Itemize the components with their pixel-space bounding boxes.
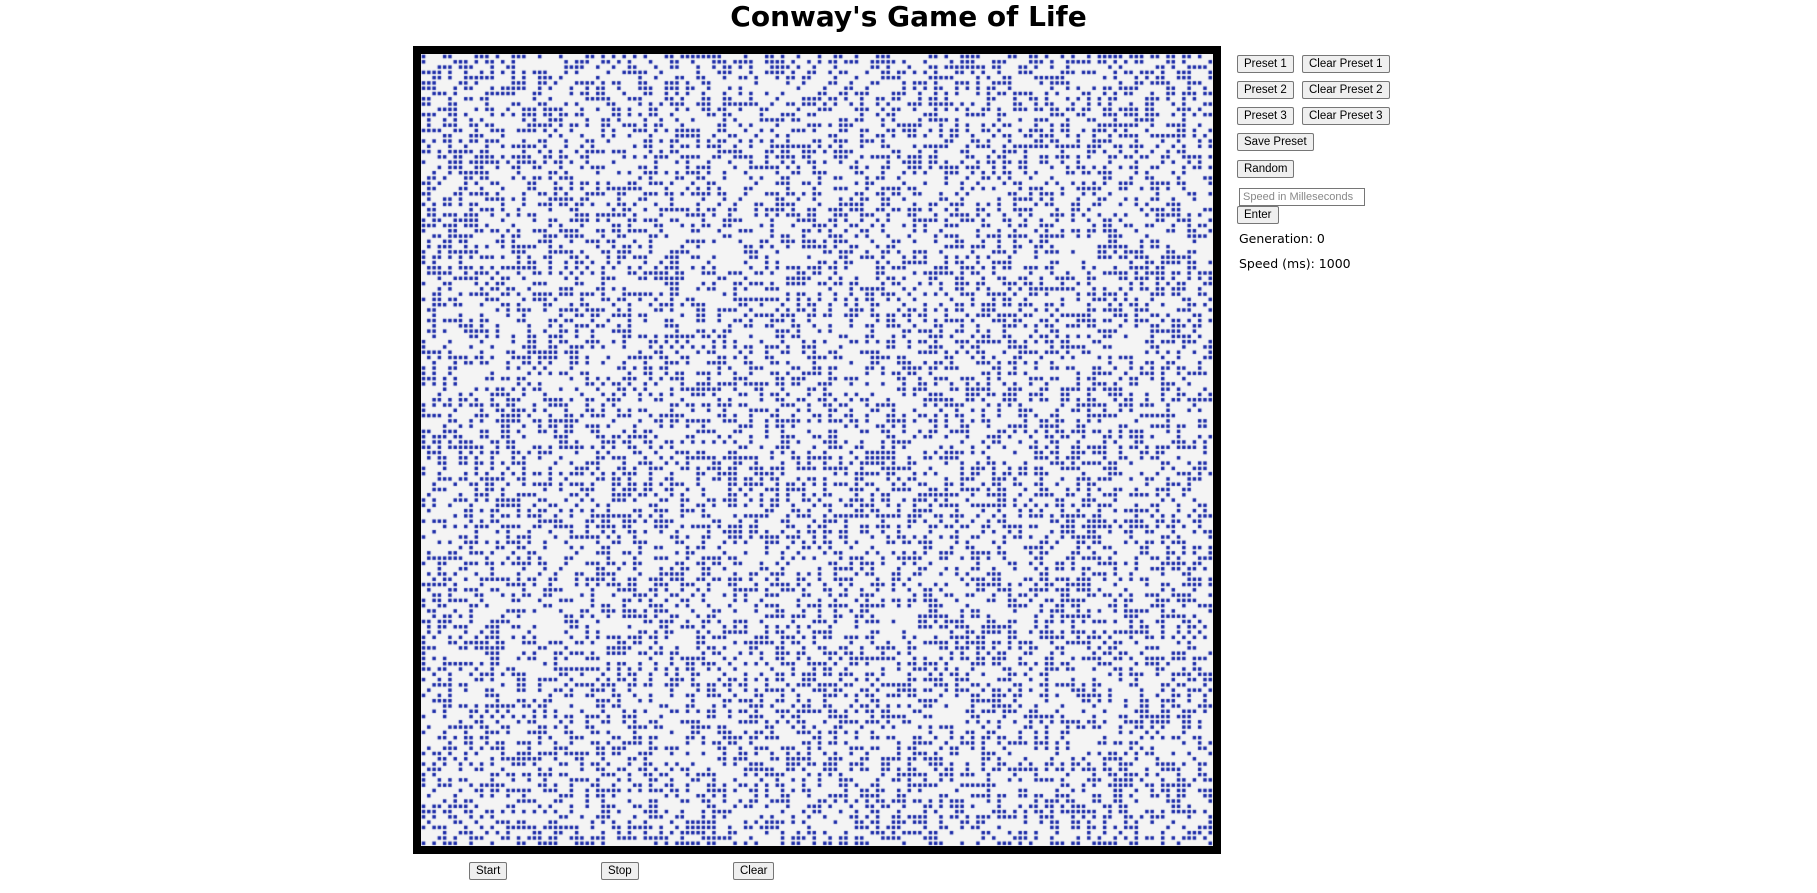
random-button[interactable]: Random xyxy=(1237,160,1295,178)
preset-3-button[interactable]: Preset 3 xyxy=(1237,107,1294,125)
generation-counter: Generation: 0 xyxy=(1239,231,1325,246)
game-board xyxy=(413,46,1221,854)
save-preset-button[interactable]: Save Preset xyxy=(1237,133,1314,151)
clear-preset-1-button[interactable]: Clear Preset 1 xyxy=(1302,55,1390,73)
enter-speed-button[interactable]: Enter xyxy=(1237,206,1279,224)
cell-grid-canvas[interactable] xyxy=(421,54,1213,846)
clear-preset-2-button[interactable]: Clear Preset 2 xyxy=(1302,81,1390,99)
clear-preset-3-button[interactable]: Clear Preset 3 xyxy=(1302,107,1390,125)
stop-button[interactable]: Stop xyxy=(601,862,639,880)
start-button[interactable]: Start xyxy=(469,862,508,880)
clear-button[interactable]: Clear xyxy=(733,862,775,880)
page-title: Conway's Game of Life xyxy=(730,0,1087,33)
preset-1-button[interactable]: Preset 1 xyxy=(1237,55,1294,73)
speed-input[interactable] xyxy=(1239,188,1365,206)
speed-readout: Speed (ms): 1000 xyxy=(1239,256,1351,271)
preset-2-button[interactable]: Preset 2 xyxy=(1237,81,1294,99)
